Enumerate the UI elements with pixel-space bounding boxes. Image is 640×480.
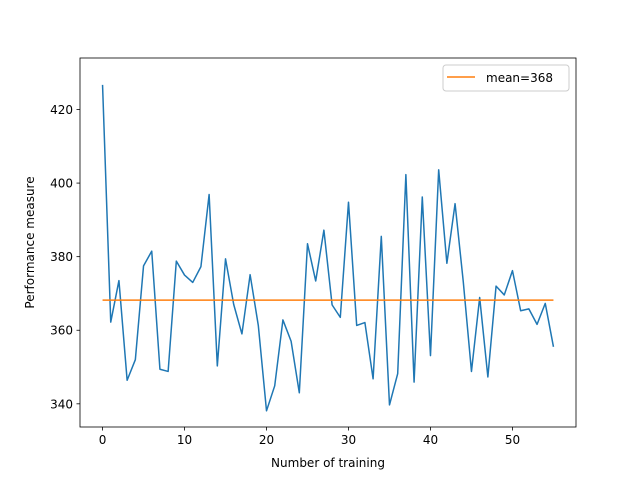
y-axis-label: Performance measure (23, 176, 37, 308)
performance-line (101, 84, 555, 412)
y-tick-label: 420 (50, 103, 73, 117)
y-tick-label: 400 (50, 177, 73, 191)
y-axis: 340 360 380 400 420 (50, 103, 80, 411)
x-tick-label: 20 (259, 433, 274, 447)
x-tick-label: 40 (423, 433, 438, 447)
x-tick-label: 10 (177, 433, 192, 447)
x-axis: 0 10 20 30 40 50 (99, 427, 520, 447)
legend-label-mean: mean=368 (486, 71, 553, 85)
plot-area (101, 84, 555, 412)
y-tick-label: 340 (50, 397, 73, 411)
x-tick-label: 30 (341, 433, 356, 447)
y-tick-label: 360 (50, 324, 73, 338)
y-tick-label: 380 (50, 250, 73, 264)
legend: mean=368 (442, 64, 570, 92)
x-axis-label: Number of training (271, 456, 385, 470)
x-tick-label: 50 (505, 433, 520, 447)
x-tick-label: 0 (99, 433, 107, 447)
axes-frame (79, 57, 577, 428)
legend-box (442, 64, 570, 92)
